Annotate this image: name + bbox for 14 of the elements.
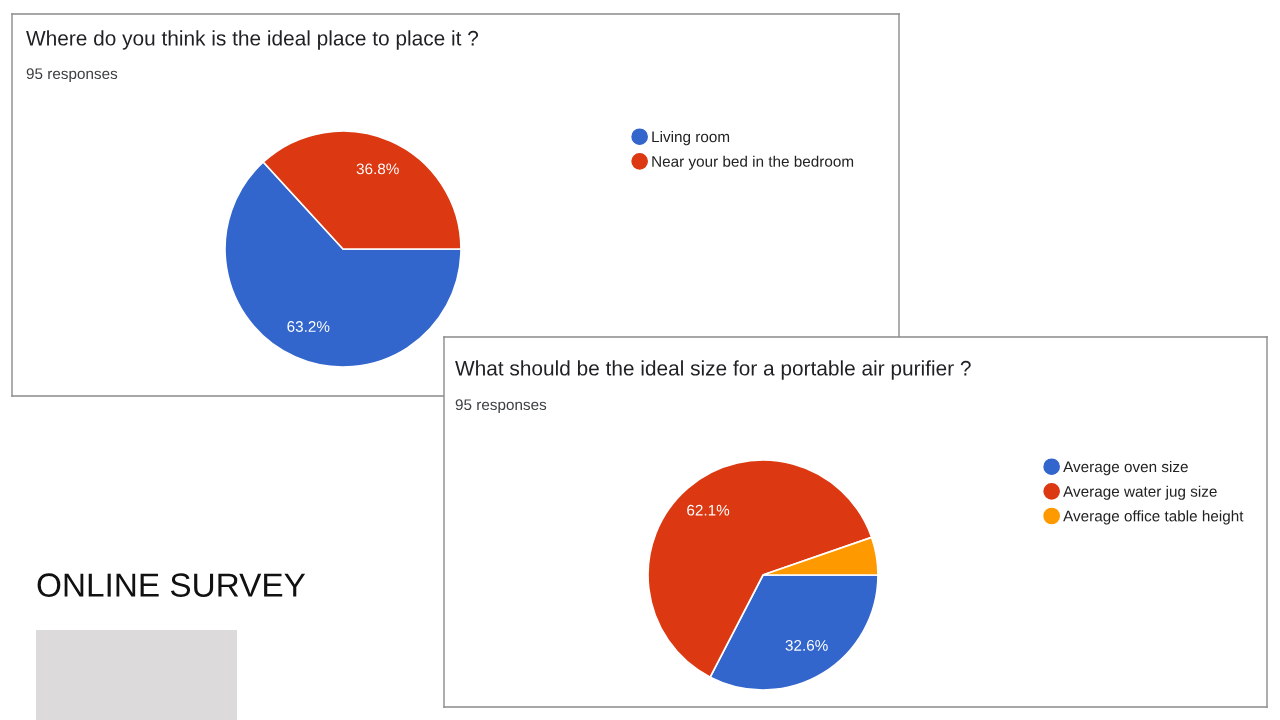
legend-label: Living room xyxy=(652,131,730,146)
legend-label: Average office table height xyxy=(1063,510,1244,525)
legend-label: Average water jug size xyxy=(1063,485,1217,500)
text: ONLINE SURVEY xyxy=(37,573,306,597)
legend-label: Average oven size xyxy=(1063,461,1188,476)
data-label: 32.6% xyxy=(785,640,828,651)
chart-title: Where do you think is the ideal place to place it ? xyxy=(26,30,479,50)
text: 95 responses xyxy=(455,399,547,414)
chart-title: What should be the ideal size for a portable air purifier ? xyxy=(455,360,971,380)
data-label: 62.1% xyxy=(687,504,730,516)
legend-label: Near your bed in the bedroom xyxy=(652,155,854,170)
data-label: 63.2% xyxy=(287,321,330,332)
text: 95 responses xyxy=(26,68,118,83)
data-label: 36.8% xyxy=(356,163,399,175)
